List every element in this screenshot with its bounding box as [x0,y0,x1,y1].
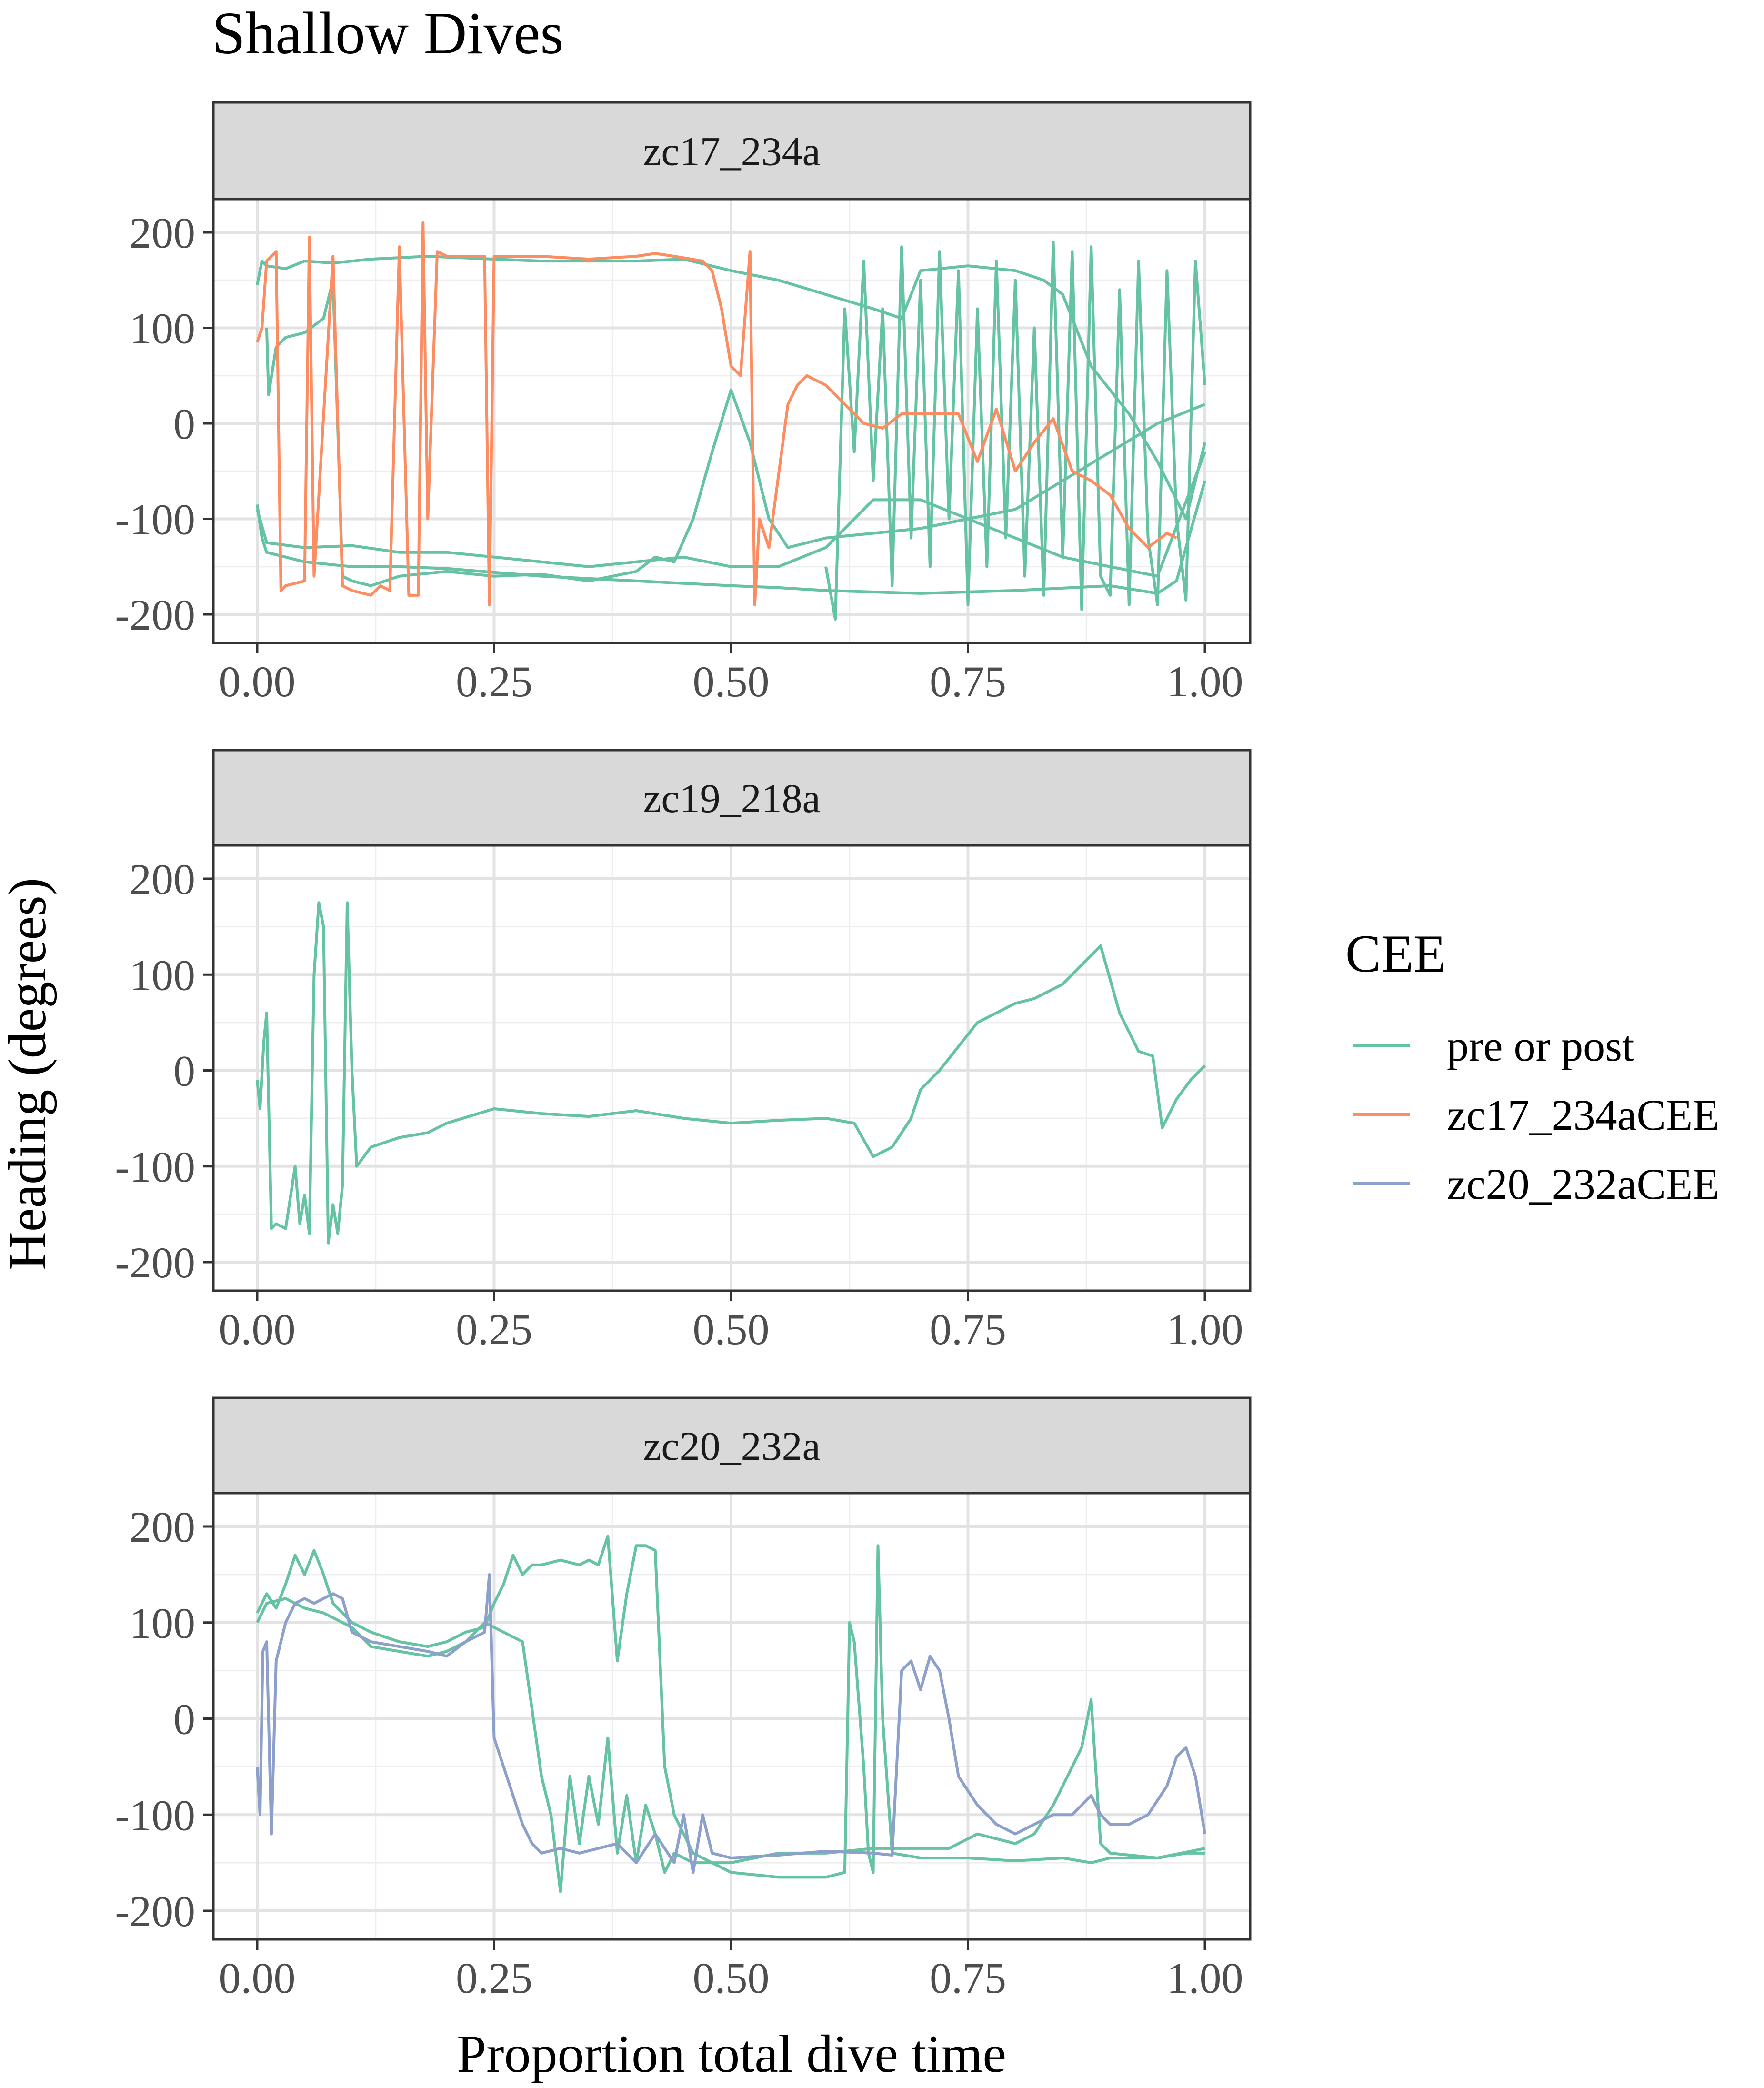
series-line-zc17-234acee [256,221,1177,606]
x-tick-label: 0.50 [693,1305,770,1354]
facet-strip-label: zc19_218a [643,775,821,821]
facet-panels: zc17_234a 200 100 0 -100 -200 0.00 0.25 0.50 0.75… [115,101,1252,2002]
x-tick-label: 0.25 [456,657,532,706]
y-tick-label: 200 [130,209,195,257]
legend-title: CEE [1345,924,1446,984]
series-line-pre-or-post [824,241,1206,621]
y-tick-label: 200 [130,855,195,903]
x-tick-label: 1.00 [1167,657,1243,706]
x-tick-label: 0.25 [456,1305,532,1354]
x-axis-title: Proportion total dive time [457,2025,1006,2084]
legend: CEE pre or post zc17_234aCEE zc20_232aCEE [1345,924,1719,1208]
y-tick-label: 0 [173,1695,195,1744]
series-line-pre-or-post [256,480,1206,595]
facet-strip-label: zc20_232a [643,1423,821,1469]
series-line-pre-or-post [256,255,1206,521]
panel-zc19-218a: zc19_218a 200 100 0 -100 -200 0.00 0.25 0.50 0.75… [115,749,1252,1354]
y-tick-label: 100 [130,1599,195,1647]
panel-zc20-232a: zc20_232a 200 100 0 -100 -200 0.00 0.25 0.50 0.75… [115,1396,1252,2002]
y-tick-label: 100 [130,304,195,353]
legend-items: pre or post zc17_234aCEE zc20_232aCEE [1353,1022,1719,1208]
series-line-zc20-232acee [256,1573,1206,1874]
x-tick-label: 0.00 [219,657,296,706]
x-tick-label: 0.50 [693,657,770,706]
facet-strip [212,101,1252,201]
y-tick-label: 200 [130,1503,195,1551]
x-tick-label: 0.75 [930,657,1006,706]
legend-item-pre-or-post: pre or post [1353,1022,1634,1070]
y-tick-label: 0 [173,400,195,448]
y-tick-label: 0 [173,1047,195,1095]
legend-label: pre or post [1447,1022,1634,1070]
x-tick-label: 1.00 [1167,1305,1243,1354]
x-tick-label: 0.75 [930,1305,1006,1354]
y-tick-label: -200 [115,1238,195,1287]
legend-label: zc20_232aCEE [1447,1160,1719,1208]
chart-title: Shallow Dives [212,0,563,67]
legend-item-zc20-232acee: zc20_232aCEE [1353,1160,1719,1208]
y-axis-title: Heading (degrees) [0,878,57,1270]
y-tick-label: -200 [115,1887,195,1936]
x-tick-label: 0.50 [693,1954,770,2002]
series-line-pre-or-post [256,1597,1205,1893]
y-tick-label: -200 [115,591,195,639]
panel-zc17-234a: zc17_234a 200 100 0 -100 -200 0.00 0.25 0.50 0.75… [115,101,1252,706]
facet-strip-label: zc17_234a [643,129,821,174]
y-tick-label: 100 [130,951,195,999]
legend-label: zc17_234aCEE [1447,1091,1719,1139]
x-tick-label: 0.25 [456,1954,532,2002]
series-line-pre-or-post [265,279,1206,587]
legend-item-zc17-234acee: zc17_234aCEE [1353,1091,1719,1139]
y-tick-label: -100 [115,1143,195,1191]
series-line-pre-or-post [256,901,1206,1245]
x-tick-label: 0.75 [930,1954,1006,2002]
y-tick-label: -100 [115,495,195,544]
facet-strip [212,1396,1252,1495]
x-tick-label: 0.00 [219,1954,296,2002]
y-tick-label: -100 [115,1791,195,1839]
series-line-pre-or-post [256,1535,1205,1879]
x-tick-label: 0.00 [219,1305,296,1354]
x-tick-label: 1.00 [1167,1954,1243,2002]
series-line-pre-or-post [256,452,1206,578]
